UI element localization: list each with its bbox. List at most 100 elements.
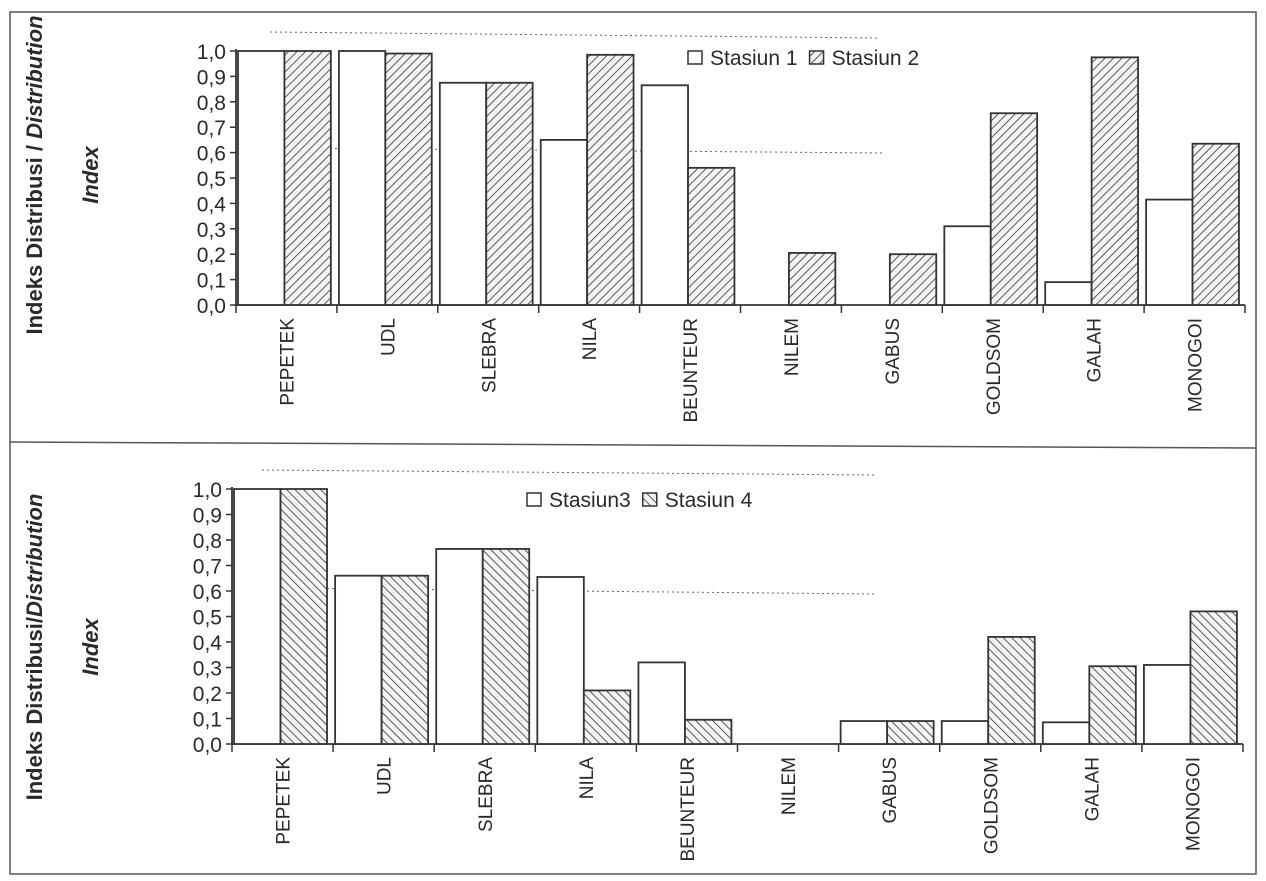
y-tick-label: 0,8 bbox=[193, 530, 222, 553]
category-label: UDL bbox=[378, 318, 399, 356]
bar-series-2 bbox=[1090, 56, 1139, 306]
bar-series-1 bbox=[839, 720, 889, 745]
y-tick-label: 0,4 bbox=[193, 632, 223, 655]
category-label: UDL bbox=[375, 757, 396, 795]
bar-series-2 bbox=[687, 166, 736, 306]
bar-series-1 bbox=[1145, 198, 1194, 306]
y-axis-label: Indeks Distribusi / Distribution bbox=[22, 15, 47, 334]
y-axis-label-italic: Distribution bbox=[22, 15, 47, 138]
bar-series-1 bbox=[334, 574, 383, 745]
category-label: GALAH bbox=[1082, 757, 1103, 821]
bar-series-2 bbox=[1191, 142, 1240, 306]
legend-label: Stasiun3 bbox=[549, 489, 631, 512]
figure-frame bbox=[9, 11, 1257, 875]
legend-swatch bbox=[687, 50, 703, 65]
y-tick-label: 0,9 bbox=[197, 66, 226, 89]
category-label: NILEM bbox=[779, 757, 800, 815]
y-tick-label: 0,7 bbox=[197, 117, 226, 140]
bar-series-1 bbox=[943, 225, 992, 306]
y-axis-label-part: Indeks Distribusi / bbox=[22, 139, 47, 335]
category-label: SLEBRA bbox=[479, 318, 500, 393]
category-label: MONOGOI bbox=[1186, 318, 1207, 412]
bar-series-2 bbox=[1189, 610, 1238, 745]
y-axis-label-line2: Index bbox=[78, 618, 103, 676]
y-tick-label: 0,2 bbox=[193, 683, 222, 706]
y-tick-label: 0,4 bbox=[197, 193, 227, 216]
bar-series-1 bbox=[1041, 721, 1091, 745]
bar-series-1 bbox=[1044, 281, 1093, 306]
bar-series-2 bbox=[485, 81, 534, 306]
panel-divider bbox=[9, 441, 1257, 449]
y-axis-label-italic: Distribution bbox=[22, 494, 47, 617]
bar-series-2 bbox=[886, 720, 935, 745]
y-tick-label: 1,0 bbox=[193, 479, 222, 502]
legend-swatch bbox=[526, 492, 542, 507]
y-tick-label: 0,8 bbox=[197, 92, 226, 115]
legend-label: Stasiun 1 bbox=[710, 47, 798, 70]
y-axis-label: Indeks Distribusi/Distribution bbox=[22, 494, 47, 801]
bar-series-2 bbox=[684, 718, 733, 745]
category-label: GALAH bbox=[1085, 318, 1106, 382]
legend-label: Stasiun 4 bbox=[665, 489, 753, 512]
y-tick-label: 0,1 bbox=[193, 709, 222, 732]
bar-series-1 bbox=[338, 50, 387, 306]
bar-series-1 bbox=[940, 720, 990, 745]
dotted-artifact bbox=[269, 31, 881, 39]
y-tick-label: 0,5 bbox=[193, 607, 222, 630]
category-label: BEUNTEUR bbox=[681, 318, 702, 423]
y-axis-label-line2: Index bbox=[78, 146, 103, 204]
y-tick-label: 0,2 bbox=[197, 244, 226, 267]
chart-panel-1: Indeks Distribusi / Distribution Index 0,0… bbox=[22, 15, 1246, 423]
category-label: GOLDSOM bbox=[981, 757, 1002, 854]
category-label: MONOGOI bbox=[1183, 757, 1204, 851]
bar-series-2 bbox=[481, 548, 531, 745]
bar-series-1 bbox=[539, 138, 589, 306]
y-tick-label: 1,0 bbox=[197, 41, 226, 64]
bar-series-2 bbox=[380, 574, 430, 745]
bar-series-1 bbox=[640, 84, 689, 306]
y-tick-label: 0,6 bbox=[197, 143, 226, 166]
category-label: NILA bbox=[580, 318, 601, 361]
bar-series-2 bbox=[989, 112, 1039, 306]
category-label: GABUS bbox=[880, 757, 901, 824]
legend-swatch bbox=[808, 50, 825, 65]
bar-series-2 bbox=[582, 689, 632, 745]
category-label: GABUS bbox=[883, 318, 904, 385]
dotted-artifact bbox=[261, 469, 876, 476]
y-tick-label: 0,5 bbox=[197, 168, 226, 191]
bar-series-2 bbox=[586, 53, 635, 306]
bar-series-1 bbox=[438, 81, 488, 306]
legend-label: Stasiun 2 bbox=[832, 47, 920, 70]
bar-series-2 bbox=[384, 52, 433, 306]
y-tick-label: 0,9 bbox=[193, 505, 222, 528]
bar-series-1 bbox=[536, 576, 585, 745]
category-label: PEPETEK bbox=[274, 757, 295, 845]
y-tick-label: 0,0 bbox=[193, 734, 222, 757]
y-tick-label: 0,6 bbox=[193, 581, 222, 604]
y-tick-label: 0,1 bbox=[197, 270, 226, 293]
bar-series-2 bbox=[888, 253, 938, 306]
y-tick-label: 0,3 bbox=[193, 658, 222, 681]
category-label: NILA bbox=[577, 757, 598, 800]
bar-series-1 bbox=[435, 548, 484, 745]
category-label: NILEM bbox=[782, 318, 803, 376]
category-label: BEUNTEUR bbox=[678, 757, 699, 862]
bar-series-1 bbox=[233, 488, 282, 745]
y-axis-label-part: Indeks Distribusi/ bbox=[22, 617, 47, 800]
legend-swatch bbox=[641, 492, 658, 507]
y-tick-label: 0,7 bbox=[193, 556, 222, 579]
chart-panel-2: Indeks Distribusi/DistributionIndex0,00,… bbox=[22, 479, 1244, 862]
category-label: PEPETEK bbox=[277, 318, 298, 406]
bar-series-2 bbox=[788, 252, 837, 306]
bar-series-1 bbox=[1143, 664, 1192, 745]
bar-series-1 bbox=[237, 50, 286, 306]
bar-series-2 bbox=[987, 636, 1036, 745]
bar-series-2 bbox=[279, 488, 328, 745]
bar-series-2 bbox=[283, 50, 332, 306]
bar-series-1 bbox=[637, 661, 686, 745]
y-tick-label: 0,0 bbox=[197, 295, 226, 318]
category-label: GOLDSOM bbox=[984, 318, 1005, 415]
category-label: SLEBRA bbox=[476, 757, 497, 832]
bar-series-2 bbox=[1088, 665, 1137, 745]
